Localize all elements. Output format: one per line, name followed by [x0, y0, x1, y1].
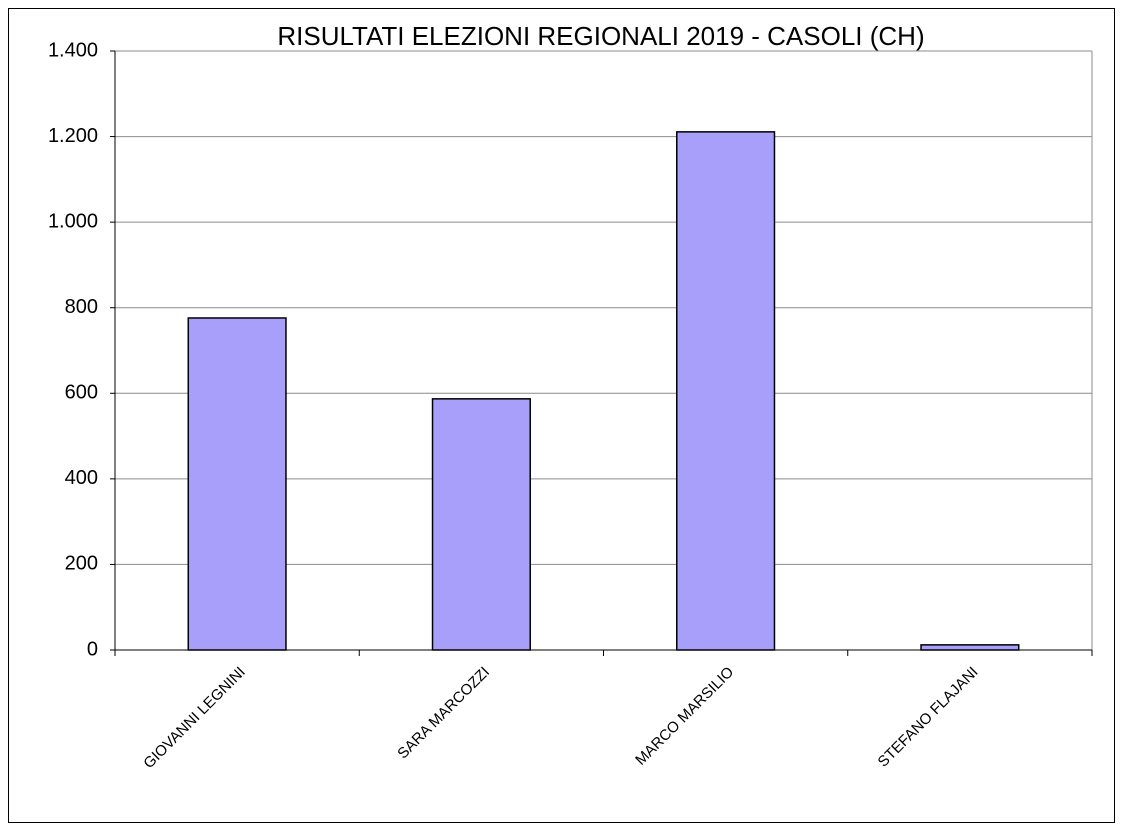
y-tick-label: 1.200 — [48, 125, 98, 147]
chart-title: RISULTATI ELEZIONI REGIONALI 2019 - CASO… — [277, 21, 924, 51]
y-tick-label: 1.000 — [48, 210, 98, 232]
x-tick-label: MARCO MARSILIO — [632, 664, 737, 769]
y-tick-label: 200 — [65, 553, 98, 575]
chart-border — [8, 8, 1115, 823]
y-tick-label: 0 — [87, 638, 98, 660]
bar — [676, 131, 776, 651]
bar — [187, 317, 287, 651]
x-tick-label: STEFANO FLAJANI — [875, 664, 982, 771]
y-tick-label: 600 — [65, 382, 98, 404]
bar — [431, 398, 531, 651]
x-tick-label: GIOVANNI LEGNINI — [140, 664, 248, 772]
y-tick-label: 800 — [65, 296, 98, 318]
y-tick-label: 1.400 — [48, 39, 98, 61]
bar — [920, 644, 1020, 651]
x-tick-label: SARA MARCOZZI — [394, 664, 493, 763]
y-tick-label: 400 — [65, 467, 98, 489]
